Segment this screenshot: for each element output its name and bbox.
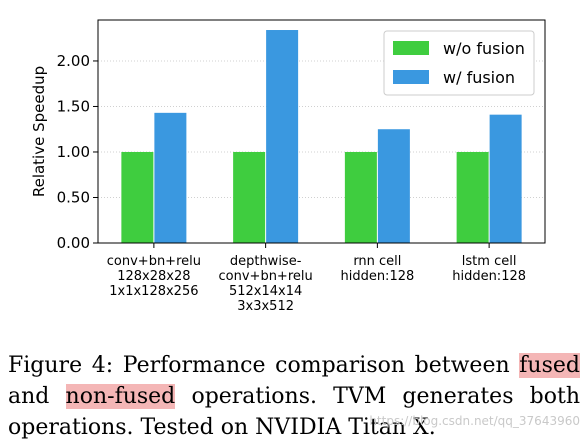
watermark: https://blog.csdn.net/qq_37643960 [369,414,580,428]
caption-highlight-non-fused: non-fused [65,384,176,409]
bar-1-0 [233,151,266,243]
plot-frame [97,19,546,244]
caption-highlight-fused: fused [519,353,580,378]
x-tick-label: hidden:128 [340,269,414,284]
x-tick-label: lstm cell [462,254,517,269]
y-tick-label: 0.50 [57,188,90,206]
chart: 0.000.501.001.502.00 conv+bn+relu128x28x… [30,19,546,314]
bar-3-0 [456,151,489,243]
x-tick-label: 512x14x14 [229,284,302,299]
x-tick-label: conv+bn+relu [107,254,201,269]
bar-3-1 [489,114,522,243]
y-axis-label: Relative Speedup [30,66,48,197]
x-tick-label: depthwise- [230,254,302,269]
x-axis-ticks: conv+bn+relu128x28x281x1x128x256depthwis… [107,243,526,314]
legend: w/o fusion w/ fusion [383,30,535,96]
legend-label: w/o fusion [443,39,525,58]
legend-swatch [393,41,429,55]
figure-caption: Figure 4: Performance comparison between… [8,350,580,443]
legend-swatch [393,70,429,84]
y-tick-label: 2.00 [57,52,90,70]
y-axis-ticks: 0.00 0.50 1.00 1.50 2.00 [57,52,98,252]
bar-0-0 [121,151,154,243]
y-tick-label: 1.00 [57,143,90,161]
bar-2-0 [344,151,377,243]
bar-1-1 [266,30,299,244]
y-tick-label: 0.00 [57,234,90,252]
x-tick-label: conv+bn+relu [219,269,313,284]
x-tick-label: 1x1x128x256 [109,284,198,299]
x-tick-label: rnn cell [353,254,401,269]
x-tick-label: 128x28x28 [117,269,190,284]
legend-label: w/ fusion [443,68,515,87]
bar-0-1 [154,112,187,243]
caption-text-1: Figure 4: Performance comparison between [8,353,520,378]
x-tick-label: 3x3x512 [237,299,294,314]
caption-text-2: and [8,384,66,409]
bars [121,30,522,244]
bar-2-1 [377,129,410,243]
x-tick-label: hidden:128 [452,269,526,284]
y-tick-label: 1.50 [57,97,90,115]
caption-text-3: operations. TVM generates both operation… [8,384,580,440]
